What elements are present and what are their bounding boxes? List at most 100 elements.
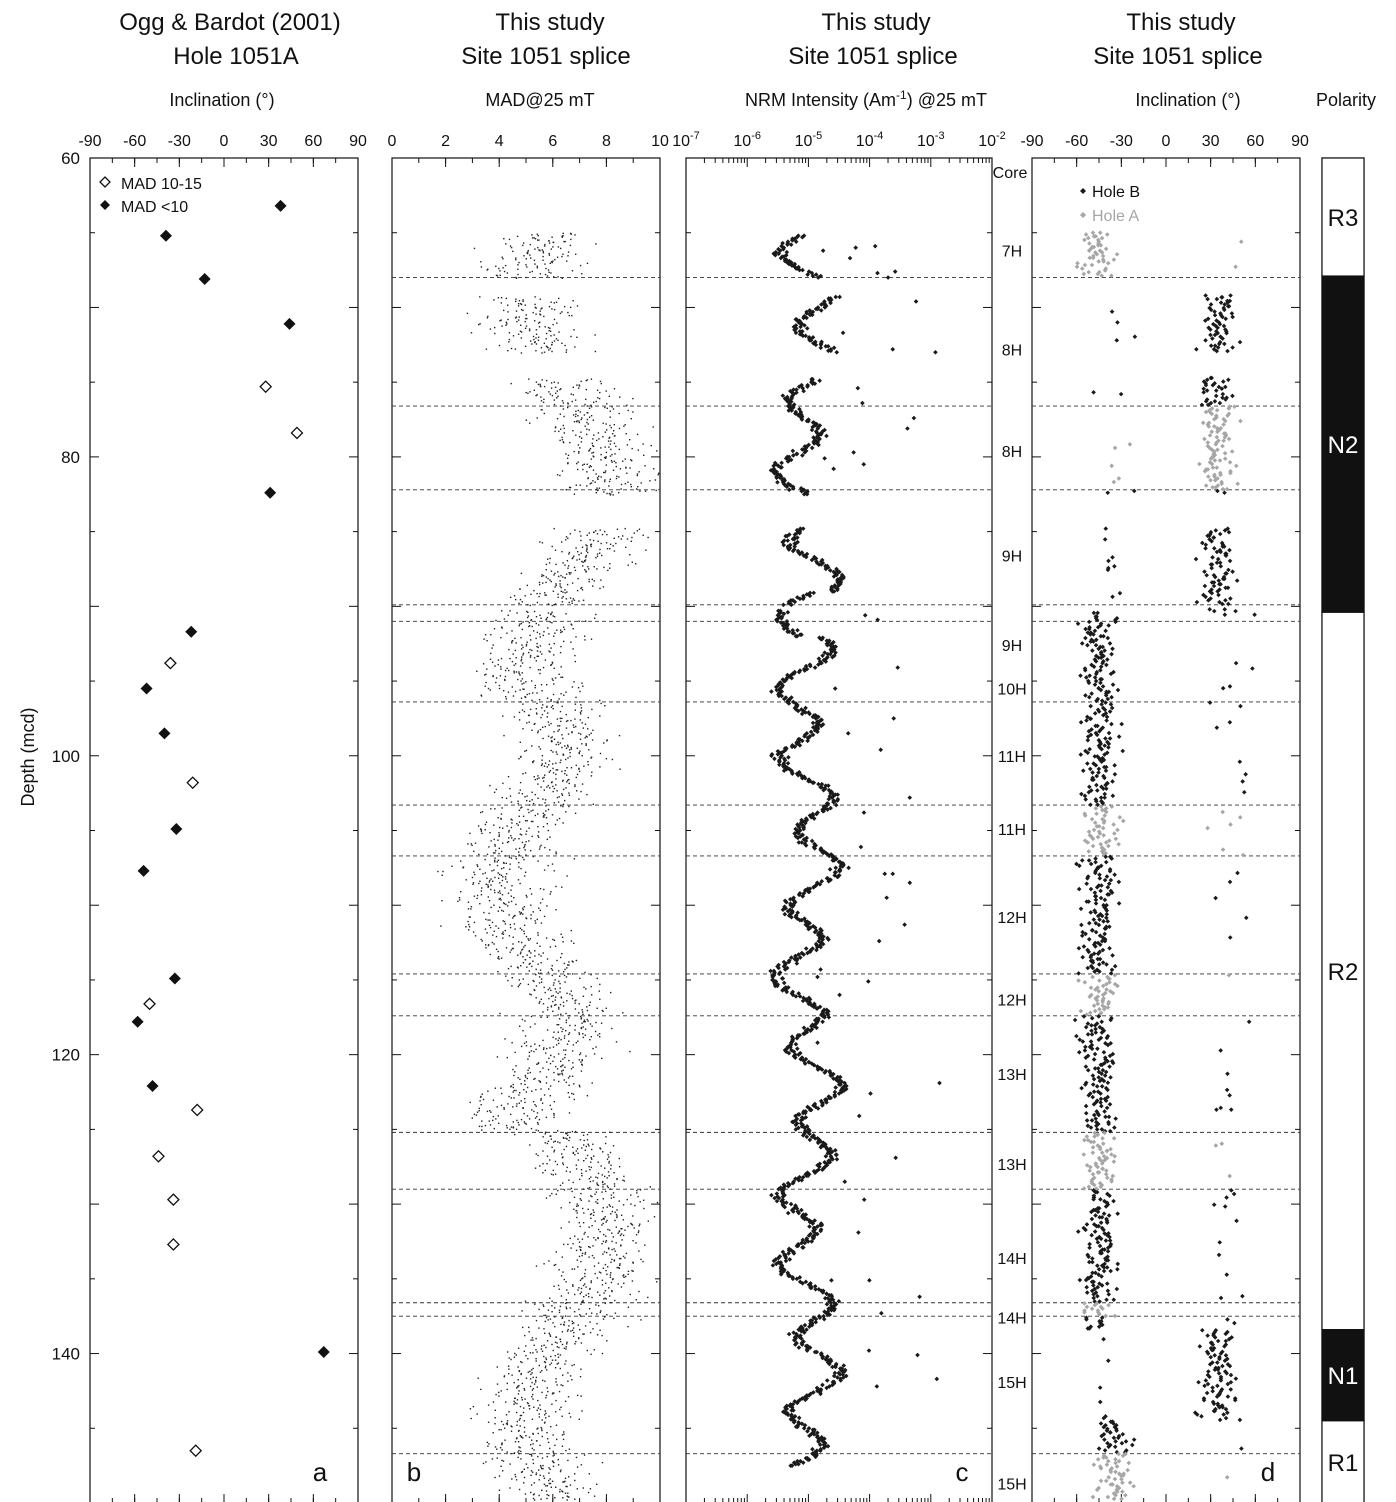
mad-point	[561, 597, 563, 599]
mad-point	[555, 1381, 557, 1383]
nrm-point	[803, 445, 809, 451]
mad-point	[514, 1133, 516, 1136]
mad-point	[597, 1262, 600, 1264]
mad-point	[497, 817, 499, 819]
mad-point	[542, 816, 545, 818]
mad-point	[574, 1498, 576, 1500]
mad-point	[529, 804, 531, 806]
nrm-point	[800, 596, 806, 602]
mad-point	[623, 1276, 625, 1278]
mad-point	[505, 696, 507, 698]
nrm-point	[820, 850, 826, 856]
nrm-point	[788, 896, 793, 902]
mad-point	[608, 1229, 611, 1231]
mad-point	[586, 428, 588, 430]
nrm-point	[801, 315, 806, 321]
mad-point	[557, 596, 559, 598]
mad-point	[551, 1305, 553, 1307]
mad-point	[505, 1423, 508, 1425]
mad-point	[631, 459, 633, 462]
mad-point	[559, 987, 561, 989]
mad-point	[527, 1069, 529, 1071]
mad-point	[524, 595, 526, 597]
nrm-point	[779, 693, 784, 699]
mad-point	[531, 625, 533, 628]
mad-point	[581, 273, 583, 275]
mad-point	[525, 681, 527, 683]
nrm-point	[823, 659, 829, 664]
mad-point	[572, 1152, 574, 1154]
mad-point	[613, 550, 616, 552]
mad-point	[521, 1382, 524, 1385]
mad-point	[546, 1061, 548, 1063]
mad-point	[531, 965, 533, 968]
mad-point	[523, 846, 525, 849]
mad-point	[517, 1347, 520, 1349]
mad-point	[596, 568, 598, 570]
mad-point	[479, 880, 481, 882]
mad-point	[594, 1272, 596, 1275]
mad-point	[551, 344, 553, 346]
mad-point	[599, 1148, 602, 1150]
mad-point	[632, 1215, 634, 1217]
nrm-point	[795, 627, 800, 633]
mad-point	[545, 581, 547, 584]
nrm-point	[825, 807, 830, 812]
mad-point	[560, 1060, 562, 1062]
mad-point	[513, 672, 515, 674]
mad-point	[523, 1042, 526, 1045]
mad-point	[572, 1146, 574, 1148]
mad-point	[524, 1020, 526, 1022]
mad-point	[594, 350, 597, 353]
mad-point	[576, 1212, 578, 1214]
mad-point	[495, 619, 497, 622]
mad-point	[543, 915, 546, 918]
mad-point	[521, 948, 524, 950]
mad-point	[630, 418, 632, 420]
mad-point	[518, 1102, 520, 1104]
mad-point	[485, 944, 487, 946]
mad-point	[474, 842, 477, 844]
mad-point	[497, 872, 499, 874]
mad-point	[513, 1356, 516, 1358]
mad-point	[535, 1048, 537, 1051]
mad-point	[537, 1062, 540, 1064]
nrm-point	[809, 445, 815, 451]
mad-point	[489, 879, 491, 882]
mad-point	[581, 1022, 583, 1024]
mad-point	[572, 1327, 575, 1329]
nrm-point	[807, 1131, 812, 1137]
mad-point	[571, 731, 573, 733]
nrm-point	[794, 451, 799, 457]
mad-point	[470, 906, 473, 908]
nrm-point	[791, 391, 797, 397]
mad-point	[587, 728, 589, 730]
nrm-point	[796, 669, 802, 675]
mad-point	[528, 1436, 531, 1438]
mad-point	[537, 322, 540, 324]
mad-point	[553, 1071, 555, 1074]
nrm-point	[892, 269, 898, 274]
mad-point	[543, 765, 546, 767]
mad-point	[547, 1006, 549, 1009]
mad-point	[572, 628, 574, 630]
mad-point	[595, 492, 597, 494]
mad-point	[497, 957, 499, 959]
mad-point	[526, 795, 528, 797]
mad-point	[535, 343, 538, 345]
mad-point	[638, 528, 641, 530]
mad-point	[590, 404, 592, 406]
mad-point	[521, 1396, 523, 1399]
mad-point	[579, 1279, 582, 1281]
mad-point	[565, 787, 567, 789]
mad-point	[546, 1494, 548, 1496]
mad-point	[489, 784, 491, 787]
mad-point	[559, 439, 561, 442]
mad-point	[604, 470, 607, 472]
mad-point	[503, 1375, 506, 1377]
mad-point	[566, 967, 568, 969]
mad-point	[537, 860, 539, 862]
mad-point	[520, 324, 522, 326]
mad-point	[520, 352, 523, 354]
mad-point	[466, 312, 469, 315]
